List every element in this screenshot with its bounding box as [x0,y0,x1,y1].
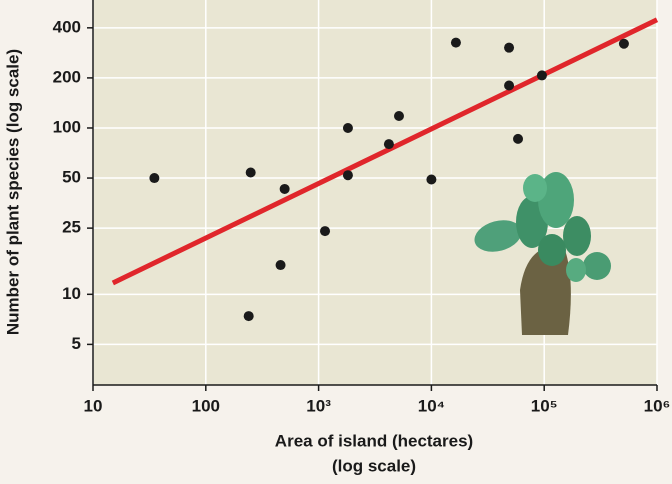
data-point [504,42,515,53]
cactus-pad [563,216,591,256]
cactus-trunk [520,248,571,335]
data-point [245,167,256,178]
x-tick-label: 10 [84,396,103,415]
x-axis-label: (log scale) [332,456,416,475]
data-point [383,139,394,150]
data-point [426,174,437,185]
y-tick-label: 50 [62,168,81,187]
data-point [149,173,160,184]
cactus-pad [566,258,586,282]
x-tick-label: 10⁴ [418,396,445,415]
y-tick-label: 100 [53,117,81,136]
data-point [243,311,254,322]
data-point [450,37,461,48]
y-tick-label: 200 [53,67,81,86]
trend-line [111,17,659,286]
y-tick-label: 10 [62,284,81,303]
cactus-pad [523,174,547,202]
y-tick-label: 400 [53,17,81,36]
data-point [618,38,629,49]
x-tick-label: 10⁶ [644,396,671,415]
data-point [275,260,286,271]
y-axis-label: Number of plant species (log scale) [3,49,22,335]
y-tick-label: 25 [62,218,81,237]
data-point [504,80,515,91]
x-axis-label: Area of island (hectares) [275,431,473,450]
data-point [513,133,524,144]
marks [111,17,659,322]
data-point [342,170,353,181]
x-tick-label: 10⁵ [531,396,558,415]
data-point [342,122,353,133]
cactus-pad [583,252,611,280]
cactus-pad [538,172,574,228]
data-point [320,226,331,237]
x-tick-label: 10³ [306,396,331,415]
y-tick-label: 5 [72,334,81,353]
x-tick-label: 100 [192,396,220,415]
data-point [536,70,547,81]
data-point [393,111,404,122]
cactus-pad [538,234,566,266]
data-point [279,183,290,194]
cactus-pad [474,220,522,252]
cactus-illustration [474,172,611,335]
